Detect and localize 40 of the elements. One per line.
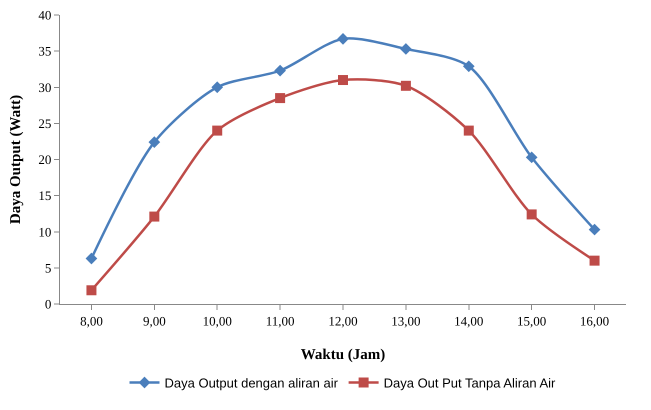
- y-tick-label: 10: [38, 224, 52, 240]
- y-tick-label: 0: [44, 296, 52, 312]
- x-tick-label: 11,00: [266, 314, 294, 329]
- y-tick-label: 15: [38, 188, 52, 204]
- y-tick-label: 25: [38, 116, 52, 131]
- point: [462, 60, 475, 72]
- x-tick-label: 8,00: [80, 314, 103, 329]
- x-tick-label: 14,00: [454, 314, 484, 329]
- x-tick-label: 15,00: [517, 314, 546, 329]
- y-tick-label: 35: [38, 44, 52, 59]
- point: [274, 64, 286, 76]
- y-axis-title: Daya Output (Watt): [8, 94, 24, 224]
- point: [526, 209, 537, 220]
- point: [86, 285, 96, 296]
- point: [338, 75, 348, 86]
- y-tick-label: 40: [38, 8, 52, 23]
- point: [211, 81, 224, 94]
- x-tick-label: 16,00: [580, 314, 610, 329]
- point: [464, 126, 474, 136]
- x-axis-title: Waktu (Jam): [300, 347, 386, 363]
- x-tick-label: 12,00: [328, 314, 358, 329]
- point: [337, 32, 349, 45]
- y-tick-label: 20: [38, 152, 52, 168]
- x-tick-label: 13,00: [391, 314, 421, 329]
- point: [149, 212, 160, 222]
- point: [400, 43, 412, 55]
- point: [212, 126, 222, 136]
- point: [86, 252, 98, 264]
- point: [526, 151, 538, 164]
- y-tick-label: 5: [44, 260, 52, 276]
- y-tick-label: 30: [38, 80, 52, 95]
- point: [148, 136, 160, 148]
- point: [400, 80, 411, 91]
- point: [275, 93, 286, 104]
- legend-label: Daya Out Put Tanpa Aliran Air: [384, 376, 556, 391]
- point: [590, 256, 600, 266]
- legend-label: Daya Output dengan aliran air: [164, 376, 339, 391]
- x-tick-label: 9,00: [142, 314, 166, 329]
- x-tick-label: 10,00: [202, 314, 232, 329]
- point: [588, 224, 600, 236]
